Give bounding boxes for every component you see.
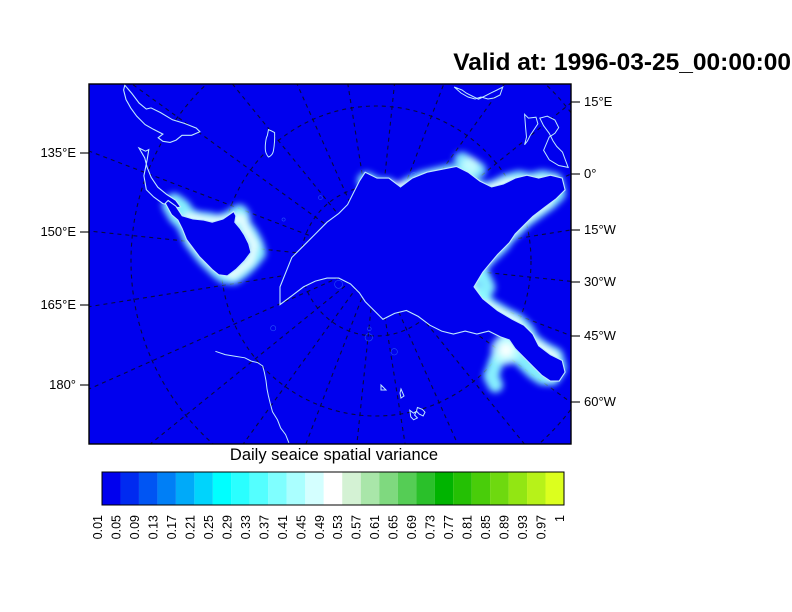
svg-text:0.81: 0.81 — [461, 515, 475, 539]
svg-text:0.85: 0.85 — [479, 515, 493, 539]
svg-text:0.73: 0.73 — [424, 515, 438, 539]
svg-text:165°E: 165°E — [40, 297, 76, 312]
svg-text:0.61: 0.61 — [368, 515, 382, 539]
svg-text:45°W: 45°W — [584, 328, 617, 343]
svg-text:0°: 0° — [584, 166, 596, 181]
svg-text:0.77: 0.77 — [442, 515, 456, 539]
svg-text:150°E: 150°E — [40, 224, 76, 239]
svg-text:0.21: 0.21 — [183, 515, 197, 539]
svg-text:0.17: 0.17 — [165, 515, 179, 539]
svg-text:0.09: 0.09 — [128, 515, 142, 539]
svg-text:135°E: 135°E — [40, 145, 76, 160]
svg-text:Daily seaice spatial variance: Daily seaice spatial variance — [230, 446, 438, 464]
svg-text:0.97: 0.97 — [535, 515, 549, 539]
svg-text:0.65: 0.65 — [387, 515, 401, 539]
svg-text:0.41: 0.41 — [276, 515, 290, 539]
svg-text:0.69: 0.69 — [405, 515, 419, 539]
svg-text:0.49: 0.49 — [313, 515, 327, 539]
svg-text:15°E: 15°E — [584, 94, 613, 109]
svg-text:0.45: 0.45 — [294, 515, 308, 539]
svg-text:15°W: 15°W — [584, 222, 617, 237]
svg-text:0.13: 0.13 — [146, 515, 160, 539]
svg-text:180°: 180° — [49, 377, 76, 392]
svg-text:0.33: 0.33 — [239, 515, 253, 539]
svg-text:0.01: 0.01 — [91, 515, 105, 539]
svg-text:30°W: 30°W — [584, 274, 617, 289]
svg-text:0.37: 0.37 — [257, 515, 271, 539]
svg-text:0.89: 0.89 — [498, 515, 512, 539]
svg-text:0.29: 0.29 — [220, 515, 234, 539]
svg-text:0.05: 0.05 — [109, 515, 123, 539]
svg-text:1: 1 — [553, 515, 567, 522]
svg-text:0.53: 0.53 — [331, 515, 345, 539]
svg-text:0.25: 0.25 — [202, 515, 216, 539]
svg-text:0.93: 0.93 — [516, 515, 530, 539]
svg-text:Valid at: 1996-03-25_00:00:00: Valid at: 1996-03-25_00:00:00 — [453, 49, 791, 76]
svg-text:0.57: 0.57 — [350, 515, 364, 539]
svg-text:60°W: 60°W — [584, 394, 617, 409]
